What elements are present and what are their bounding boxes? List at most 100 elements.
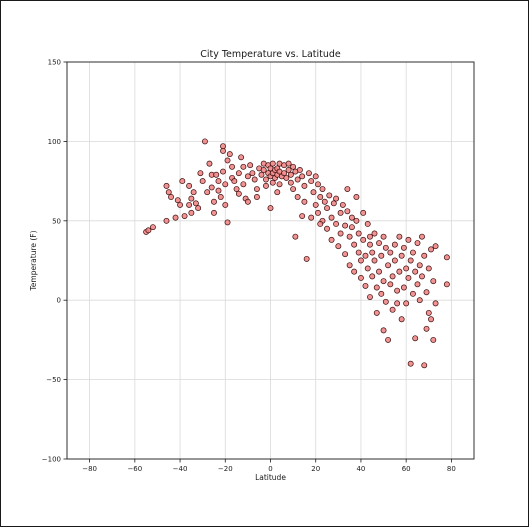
data-point	[324, 205, 330, 212]
data-point	[380, 233, 387, 240]
data-point	[342, 222, 349, 229]
data-point	[211, 209, 217, 216]
data-point	[419, 233, 425, 240]
data-point	[421, 362, 428, 369]
data-point	[235, 190, 242, 197]
data-point	[400, 244, 407, 251]
data-point	[330, 200, 337, 207]
data-point	[312, 201, 319, 208]
data-point	[301, 198, 308, 205]
data-point	[346, 262, 353, 269]
data-point	[163, 217, 170, 224]
data-point	[373, 309, 380, 316]
data-point	[396, 233, 403, 240]
x-tick-label: −40	[173, 465, 188, 473]
data-point	[335, 243, 342, 250]
data-point	[367, 241, 373, 248]
data-point	[253, 186, 260, 192]
data-point	[276, 181, 283, 188]
data-point	[353, 194, 360, 200]
data-point	[387, 281, 394, 288]
data-point	[380, 278, 387, 285]
scatter-points	[143, 138, 450, 369]
data-point	[416, 297, 423, 304]
data-point	[258, 171, 265, 178]
data-point	[308, 214, 315, 221]
data-point	[430, 278, 437, 285]
data-point	[238, 154, 245, 161]
data-point	[389, 306, 396, 313]
data-point	[346, 233, 353, 240]
data-point	[188, 209, 195, 216]
data-point	[348, 224, 355, 231]
data-point	[188, 195, 195, 202]
data-point	[362, 282, 369, 289]
data-point	[425, 309, 432, 316]
data-point	[339, 201, 346, 208]
data-point	[303, 255, 310, 262]
data-point	[412, 335, 419, 342]
chart-title: City Temperature vs. Latitude	[200, 49, 341, 60]
data-point	[285, 160, 292, 167]
data-point	[190, 189, 197, 196]
data-point	[222, 181, 229, 188]
data-point	[324, 225, 330, 232]
data-point	[353, 217, 360, 224]
data-point	[292, 233, 299, 240]
data-point	[233, 186, 240, 192]
data-point	[407, 257, 414, 264]
data-point	[285, 167, 292, 173]
data-point	[220, 147, 226, 154]
data-point	[149, 224, 156, 231]
data-point	[364, 221, 371, 227]
data-point	[378, 252, 385, 259]
data-point	[201, 138, 208, 145]
data-point	[394, 287, 401, 294]
y-tick-label: −50	[46, 376, 61, 384]
data-point	[414, 281, 421, 288]
data-point	[378, 290, 385, 297]
data-point	[244, 198, 251, 205]
data-point	[269, 179, 276, 186]
data-point	[425, 265, 432, 272]
x-tick-label: −60	[127, 465, 142, 473]
data-point	[260, 167, 267, 173]
x-tick-label: 80	[447, 465, 456, 473]
data-point	[186, 182, 193, 189]
x-tick-label: −20	[218, 465, 233, 473]
data-point	[443, 281, 450, 288]
data-point	[163, 182, 170, 189]
data-point	[344, 208, 351, 215]
data-point	[376, 268, 382, 275]
data-point	[247, 162, 254, 169]
data-point	[416, 262, 423, 269]
data-point	[213, 171, 220, 178]
data-point	[357, 275, 364, 281]
data-point	[364, 265, 371, 272]
data-point	[382, 244, 389, 251]
data-point	[211, 198, 217, 205]
data-point	[224, 219, 231, 226]
data-point	[145, 227, 152, 234]
data-point	[253, 194, 260, 200]
data-point	[357, 257, 364, 264]
data-point	[283, 174, 290, 181]
data-point	[362, 252, 369, 259]
data-point	[385, 336, 392, 343]
data-point	[432, 243, 439, 250]
data-point	[337, 209, 344, 216]
data-point	[217, 194, 224, 200]
data-point	[342, 251, 349, 258]
y-axis-label: Temperature (F)	[29, 230, 38, 291]
data-point	[168, 194, 174, 200]
data-point	[333, 195, 340, 202]
x-tick-label: 0	[268, 465, 272, 473]
data-point	[179, 178, 186, 185]
data-point	[380, 327, 387, 334]
data-point	[382, 298, 389, 305]
data-point	[181, 213, 188, 219]
data-point	[398, 316, 405, 323]
data-point	[172, 214, 179, 221]
data-point	[355, 249, 362, 256]
